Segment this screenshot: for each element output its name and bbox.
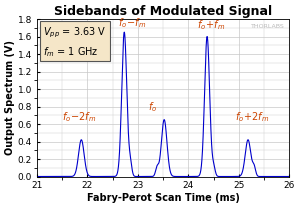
Y-axis label: Output Spectrum (V): Output Spectrum (V): [5, 40, 15, 155]
Text: $f_o\!+\!2f_m$: $f_o\!+\!2f_m$: [236, 110, 270, 124]
Text: $f_o$: $f_o$: [148, 100, 158, 114]
X-axis label: Fabry-Perot Scan Time (ms): Fabry-Perot Scan Time (ms): [87, 193, 240, 203]
Title: Sidebands of Modulated Signal: Sidebands of Modulated Signal: [54, 5, 272, 18]
Text: $f_o\!+\!f_m$: $f_o\!+\!f_m$: [197, 18, 225, 32]
Text: THORLABS: THORLABS: [250, 24, 284, 29]
Text: $V_{pp}$ = 3.63 V
$f_m$ = 1 GHz: $V_{pp}$ = 3.63 V $f_m$ = 1 GHz: [43, 25, 106, 58]
Text: $f_o\!-\!2f_m$: $f_o\!-\!2f_m$: [62, 110, 97, 124]
Text: $f_o\!-\!f_m$: $f_o\!-\!f_m$: [118, 16, 146, 30]
